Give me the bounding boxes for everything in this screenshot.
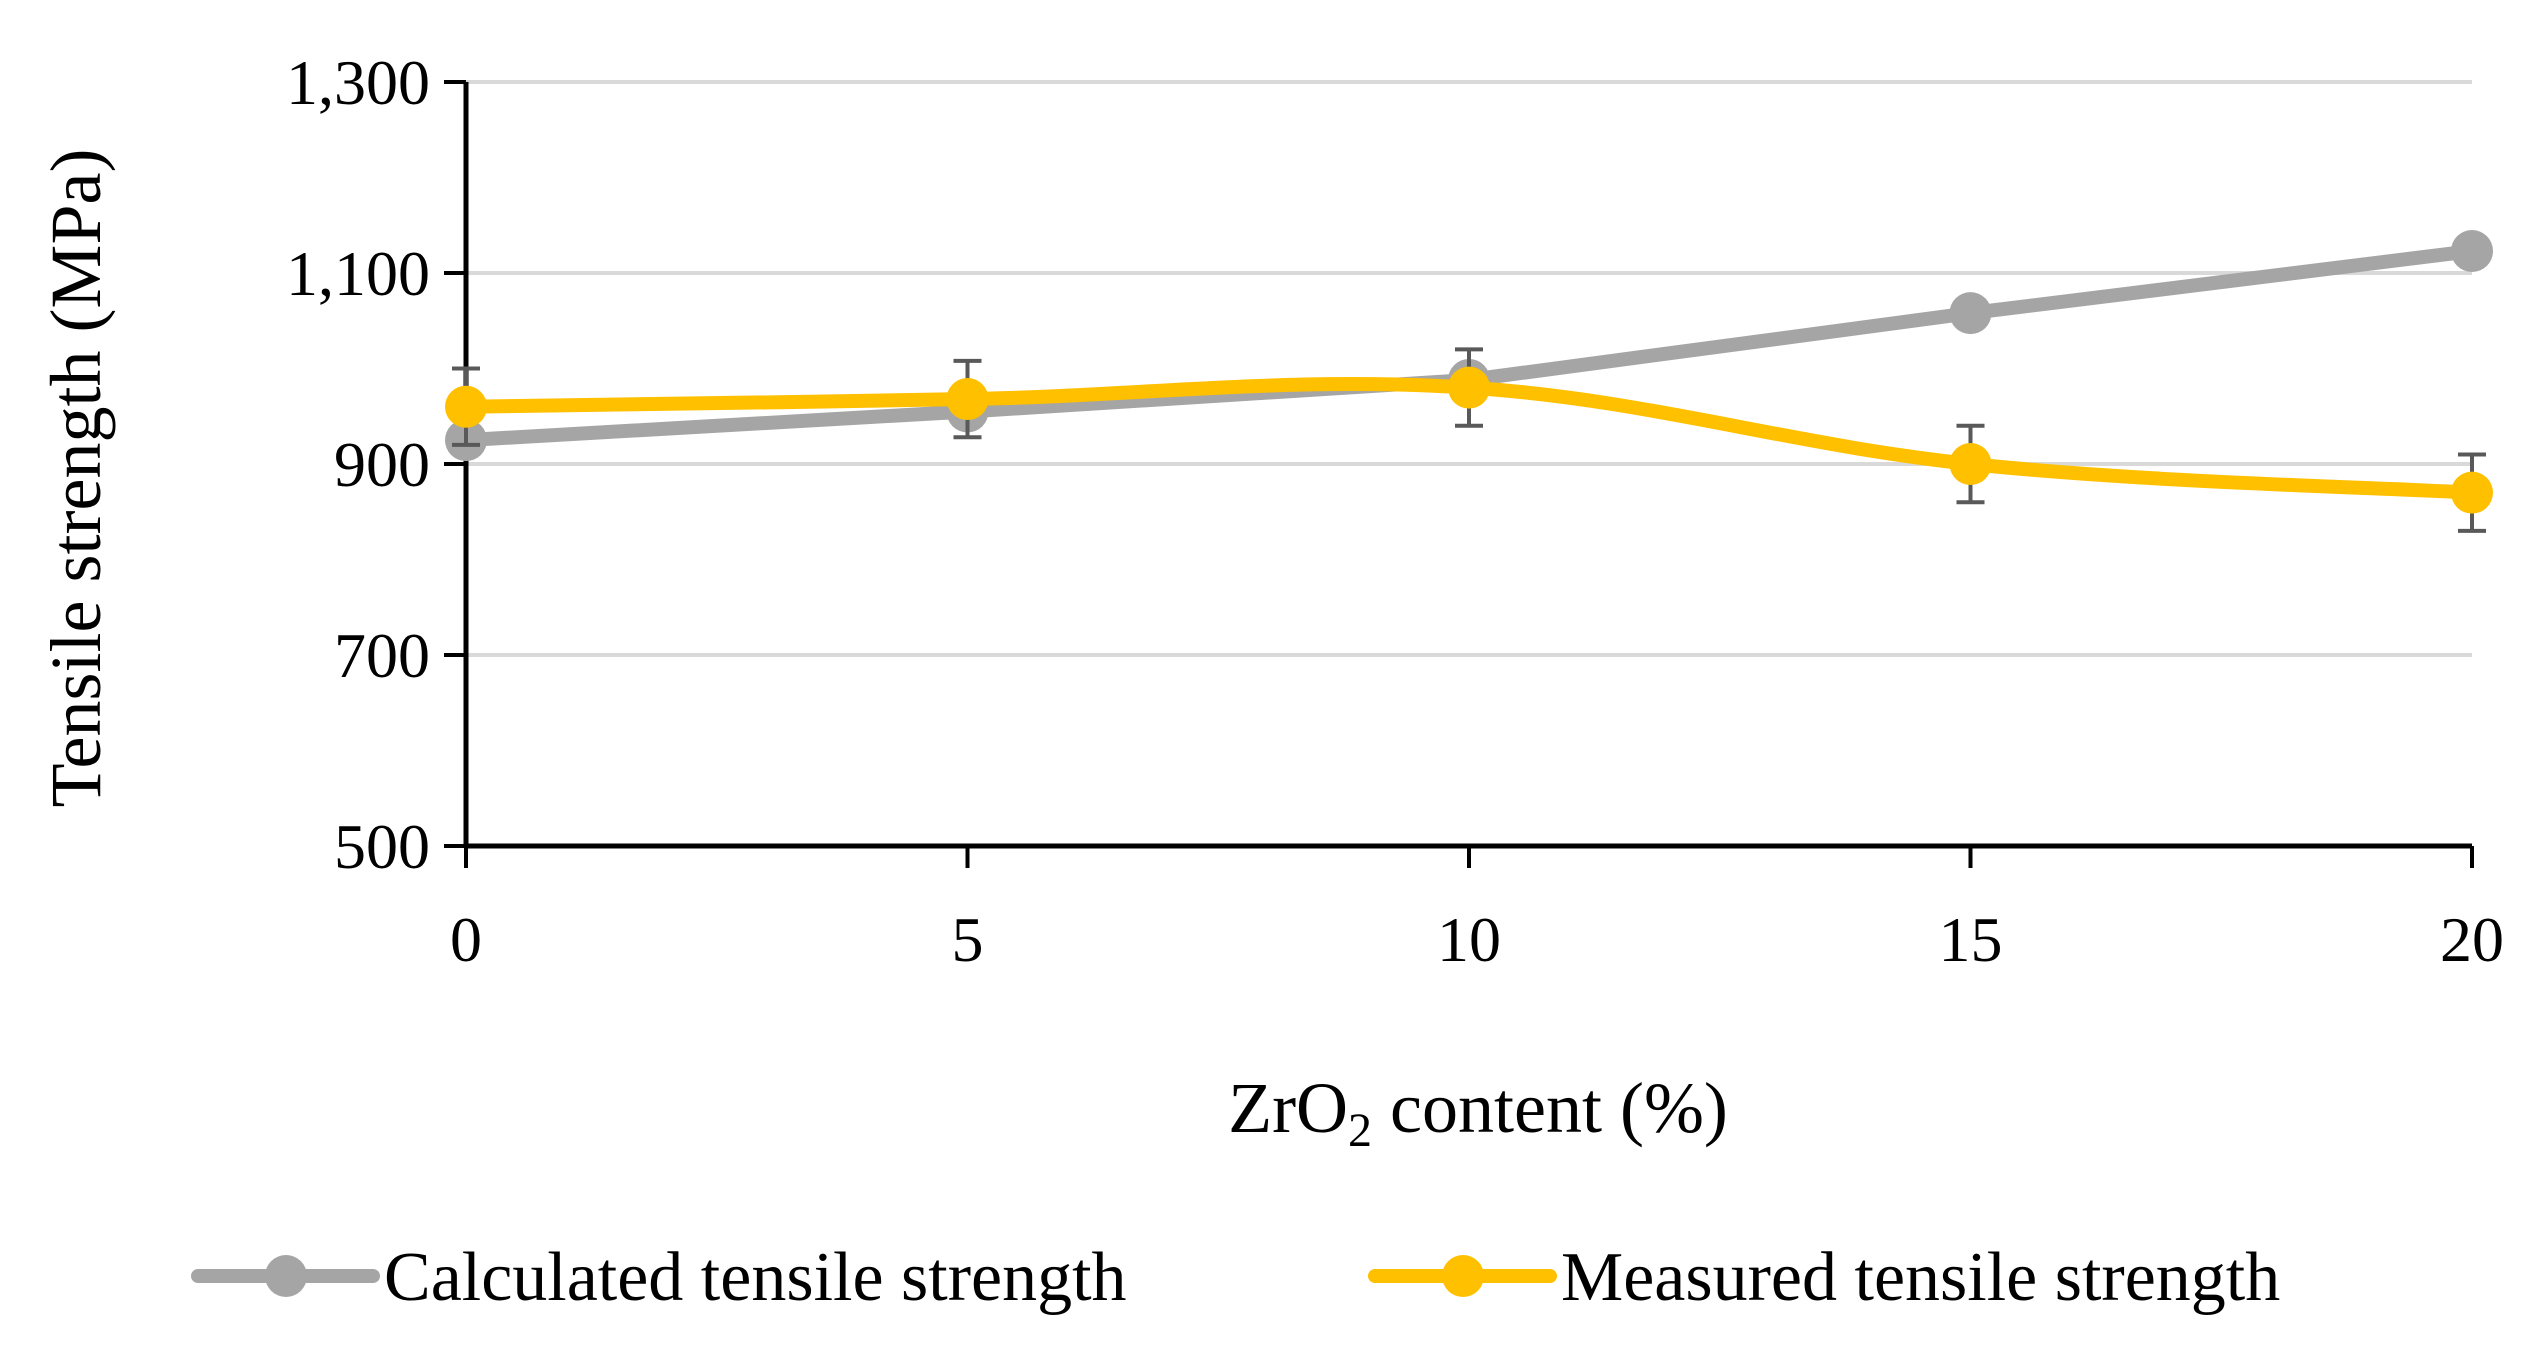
data-point-1-3: [1949, 443, 1992, 485]
series-layer: [445, 230, 2493, 533]
x-tick-label-20: 20: [2440, 904, 2504, 975]
data-point-0-4: [2451, 230, 2493, 273]
y-tick-label-1100: 1,100: [286, 238, 430, 309]
data-point-1-1: [946, 378, 989, 421]
legend-marker-1: [1442, 1255, 1484, 1297]
series-1: [445, 347, 2493, 533]
gridlines: [466, 80, 2472, 657]
y-tick-label-1300: 1,300: [286, 47, 430, 118]
x-tick-label-0: 0: [450, 904, 482, 975]
y-tick-label-700: 700: [334, 620, 430, 691]
x-tick-label-15: 15: [1939, 904, 2003, 975]
x-axis-title-suffix: content (%): [1372, 1068, 1728, 1148]
legend-label-1: Measured tensile strength: [1561, 1239, 2280, 1316]
x-axis-title: ZrO2 content (%): [1228, 1068, 1728, 1157]
x-tick-label-10: 10: [1437, 904, 1501, 975]
x-axis-title-subscript: 2: [1348, 1104, 1372, 1157]
x-axis-ticks: 0 5 10 15 20: [450, 846, 2504, 975]
data-point-1-2: [1448, 366, 1490, 409]
legend: Calculated tensile strength Measured tens…: [191, 1239, 2280, 1316]
data-point-1-0: [445, 385, 487, 428]
y-tick-label-900: 900: [334, 429, 430, 500]
x-axis-title-base: ZrO: [1228, 1068, 1348, 1148]
data-point-0-3: [1949, 292, 1992, 335]
data-point-1-4: [2451, 471, 2493, 514]
y-axis-ticks: 500 700 900 1,100 1,300: [286, 47, 466, 882]
y-tick-label-500: 500: [334, 811, 430, 882]
x-tick-label-5: 5: [952, 904, 984, 975]
y-axis-title: Tensile strength (MPa): [36, 149, 116, 808]
legend-marker-0: [265, 1255, 307, 1297]
legend-label-0: Calculated tensile strength: [384, 1239, 1127, 1316]
